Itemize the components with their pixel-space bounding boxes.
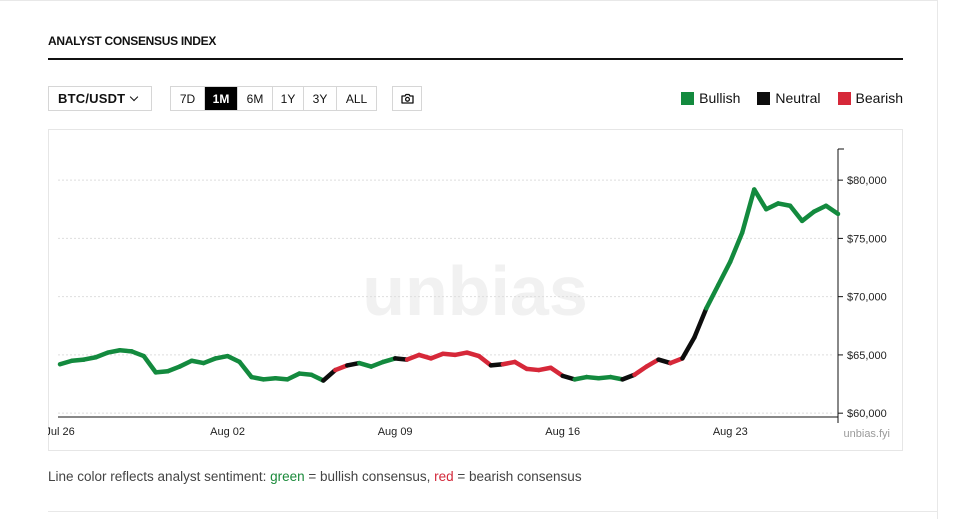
caption-green-word: green (270, 469, 305, 484)
chart-frame (48, 129, 903, 451)
camera-icon (400, 93, 414, 104)
price-line-segment (237, 359, 254, 380)
legend-label-bullish: Bullish (699, 90, 741, 106)
chevron-down-icon (130, 92, 139, 101)
range-button-1m[interactable]: 1M (205, 87, 238, 110)
x-tick-label: Aug 02 (210, 426, 245, 438)
snapshot-button[interactable] (392, 86, 422, 111)
caption-suffix: = bearish consensus (453, 469, 582, 484)
y-tick-label: $60,000 (847, 408, 887, 420)
price-line-segment (141, 353, 159, 375)
price-line-segment (680, 335, 697, 361)
legend-swatch-bearish (837, 91, 851, 105)
x-tick-label: Jul 26 (48, 426, 75, 438)
price-chart: unbias $60,000 $65,000 $70,000 $75,000 $80,00… (48, 148, 890, 440)
legend-swatch-neutral (757, 91, 771, 105)
price-line-segment (716, 259, 733, 288)
watermark-text: unbias (362, 252, 588, 330)
price-line-segment (512, 359, 530, 372)
range-button-1y[interactable]: 1Y (273, 87, 304, 110)
price-line-segment (632, 364, 649, 377)
price-line-segment (739, 187, 757, 235)
x-tick-label: Aug 16 (545, 426, 580, 438)
pair-select-label: BTC/USDT (58, 91, 126, 106)
price-line-segment (728, 230, 745, 264)
legend-label-neutral: Neutral (775, 90, 821, 106)
range-button-all[interactable]: ALL (337, 87, 376, 110)
frame-bottom-border (48, 511, 937, 512)
legend-label-bearish: Bearish (855, 90, 903, 106)
legend-item-bullish: Bullish (681, 90, 740, 106)
frame-right-border (937, 0, 938, 519)
legend: Bullish Neutral Bearish (664, 90, 903, 106)
price-line-segment (321, 367, 338, 383)
legend-item-neutral: Neutral (757, 90, 821, 106)
price-line-segment (823, 203, 841, 217)
caption-prefix: Line color reflects analyst sentiment: (48, 469, 271, 484)
price-line-segment (787, 203, 805, 224)
price-line-segment (704, 282, 721, 311)
range-button-6m[interactable]: 6M (238, 87, 273, 110)
range-button-3y[interactable]: 3Y (304, 87, 337, 110)
pair-select[interactable]: BTC/USDT (48, 86, 152, 111)
caption-red-word: red (434, 469, 454, 484)
price-line-segment (799, 209, 817, 224)
chart-credit: unbias.fyi (844, 428, 890, 440)
range-button-7d[interactable]: 7D (171, 87, 205, 110)
caption-mid: = bullish consensus, (304, 469, 435, 484)
price-line-segment (692, 306, 709, 340)
price-line-segment (476, 353, 494, 368)
page-title: ANALYST CONSENSUS INDEX (48, 34, 217, 48)
price-line-segment (548, 365, 565, 379)
y-tick-label: $70,000 (847, 292, 887, 304)
chart-caption: Line color reflects analyst sentiment: g… (48, 469, 582, 484)
legend-item-bearish: Bearish (837, 90, 903, 106)
legend-swatch-bullish (681, 91, 695, 105)
x-tick-label: Aug 23 (713, 426, 748, 438)
y-tick-label: $80,000 (847, 175, 887, 187)
title-divider (48, 58, 903, 60)
price-line-segment (751, 187, 769, 212)
frame-top-border (0, 0, 938, 1)
x-tick-label: Aug 09 (378, 426, 413, 438)
y-tick-label: $65,000 (847, 350, 887, 362)
price-line-segment (644, 357, 661, 369)
range-selector: 7D 1M 6M 1Y 3Y ALL (170, 86, 377, 111)
y-tick-label: $75,000 (847, 233, 887, 245)
